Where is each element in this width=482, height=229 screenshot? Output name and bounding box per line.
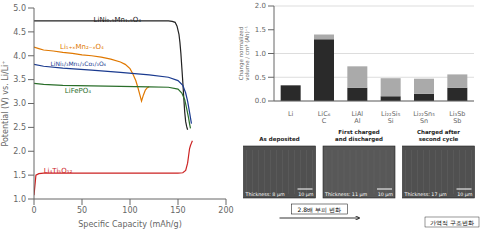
svg-text:Specific Capacity (mAh/g): Specific Capacity (mAh/g) <box>78 220 182 229</box>
svg-text:0.0: 0.0 <box>255 97 266 105</box>
svg-text:LiNi₀.₅Mn₁.₅O₄: LiNi₀.₅Mn₁.₅O₄ <box>94 16 142 24</box>
svg-text:LiC₆C: LiC₆C <box>318 110 331 125</box>
svg-text:Li₁₊ₓMn₂₋ₓO₄: Li₁₊ₓMn₂₋ₓO₄ <box>60 43 104 51</box>
svg-text:Li: Li <box>288 110 294 118</box>
svg-text:10 μm: 10 μm <box>298 192 314 197</box>
svg-text:50: 50 <box>77 206 87 215</box>
svg-text:2.5: 2.5 <box>13 123 26 132</box>
svg-text:1.0: 1.0 <box>13 195 26 204</box>
svg-text:Thickness: 8 μm: Thickness: 8 μm <box>245 192 285 197</box>
svg-text:0.5: 0.5 <box>255 74 266 82</box>
svg-text:Li₃SbSb: Li₃SbSb <box>449 110 465 125</box>
svg-text:First chargedand discharged: First chargedand discharged <box>335 129 383 143</box>
svg-text:As deposited: As deposited <box>259 136 299 143</box>
svg-text:150: 150 <box>170 206 185 215</box>
svg-text:LiFePO₄: LiFePO₄ <box>65 87 92 95</box>
svg-text:가역적 구조변화: 가역적 구조변화 <box>430 219 474 226</box>
svg-text:2.0: 2.0 <box>255 2 266 10</box>
svg-text:Thickness: 17 μm: Thickness: 17 μm <box>404 192 448 197</box>
svg-text:1.5: 1.5 <box>255 26 266 34</box>
svg-text:3.0: 3.0 <box>13 99 26 108</box>
svg-text:2.8배 부피 변화: 2.8배 부피 변화 <box>298 206 341 213</box>
svg-text:100: 100 <box>122 206 137 215</box>
svg-text:Thickness: 11 μm: Thickness: 11 μm <box>324 192 368 197</box>
svg-text:1.5: 1.5 <box>13 171 26 180</box>
svg-text:4.5: 4.5 <box>13 28 26 37</box>
svg-text:Li₄Ti₅O₁₂: Li₄Ti₅O₁₂ <box>44 167 73 175</box>
svg-text:10 μm: 10 μm <box>378 192 394 197</box>
svg-text:LiNi₁/₃Mn₁/₃Co₁/₃O₄: LiNi₁/₃Mn₁/₃Co₁/₃O₄ <box>50 60 106 67</box>
svg-text:Change normalizedvolume / cm³: Change normalizedvolume / cm³ (Ah)⁻¹ <box>238 26 250 81</box>
svg-text:0: 0 <box>31 206 36 215</box>
svg-text:4.0: 4.0 <box>13 52 26 61</box>
svg-text:Potential (V) vs. Li/Li⁺: Potential (V) vs. Li/Li⁺ <box>8 60 10 146</box>
svg-text:200: 200 <box>218 206 233 215</box>
svg-text:3.5: 3.5 <box>13 75 26 84</box>
svg-text:10 μm: 10 μm <box>457 192 473 197</box>
svg-text:5.0: 5.0 <box>13 4 26 13</box>
svg-text:LiAlAl: LiAlAl <box>351 110 363 125</box>
svg-text:Li₂₂Si₅Si: Li₂₂Si₅Si <box>381 110 401 125</box>
svg-text:Charged aftersecond cycle: Charged aftersecond cycle <box>417 129 460 143</box>
svg-text:1.0: 1.0 <box>255 50 266 58</box>
svg-text:Li₂₂Sn₅Sn: Li₂₂Sn₅Sn <box>413 110 435 125</box>
svg-text:2.0: 2.0 <box>13 147 26 156</box>
